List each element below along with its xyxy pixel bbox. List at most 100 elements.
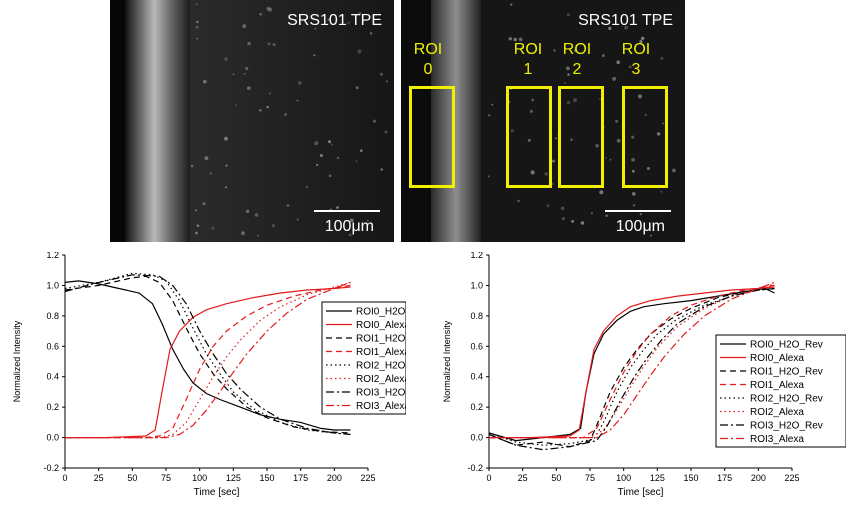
cell-speckle (564, 82, 566, 84)
cell-speckle (195, 25, 199, 29)
y-tick-label: 0.0 (46, 433, 59, 443)
cell-speckle (269, 92, 272, 95)
cell-speckle (631, 135, 635, 139)
legend-label: ROI2_H2O_Rev (750, 394, 823, 405)
micrograph-left: SRS101 TPE 100μm (110, 0, 394, 242)
cell-speckle (567, 73, 570, 76)
x-tick-label: 150 (683, 473, 698, 483)
cell-speckle (566, 66, 570, 71)
scale-bar (314, 210, 380, 212)
legend-label: ROI3_H2O (356, 388, 406, 399)
cell-speckle (632, 204, 636, 207)
y-tick-label: -0.2 (43, 463, 59, 473)
x-axis-label: Time [sec] (194, 487, 240, 498)
micrograph-left-image (110, 0, 394, 242)
legend-label: ROI1_H2O_Rev (750, 367, 823, 378)
cell-speckle (266, 105, 269, 109)
roi-label-number: 2 (572, 61, 582, 78)
cell-speckle (247, 41, 251, 46)
cell-speckle (656, 132, 661, 136)
roi-label-1: ROI 1 (506, 40, 550, 80)
cell-speckle (566, 100, 571, 105)
y-tick-label: 1.0 (46, 280, 59, 290)
legend-box (715, 334, 846, 448)
legend-label: ROI0_H2O (356, 307, 406, 318)
cell-speckle (243, 72, 246, 75)
cell-speckle (616, 60, 620, 64)
cell-speckle (330, 143, 333, 146)
cell-speckle (211, 226, 215, 230)
cell-speckle (196, 20, 199, 24)
cell-speckle (555, 137, 558, 140)
cell-speckle (347, 21, 350, 25)
legend-label: ROI3_Alexa (750, 434, 804, 445)
cell-speckle (605, 157, 607, 159)
y-tick-label: 0.8 (470, 311, 483, 321)
cell-speckle (672, 168, 676, 173)
cell-speckle (319, 153, 323, 158)
series-line-ROI2_H2O (64, 272, 351, 436)
cell-speckle (348, 233, 352, 237)
series-line-ROI0_H2O (64, 280, 351, 431)
cell-speckle (612, 76, 617, 81)
cell-speckle (510, 129, 514, 133)
cell-speckle (608, 26, 612, 30)
y-tick-label: 0.6 (46, 341, 59, 351)
y-tick-label: 0.8 (46, 311, 59, 321)
legend-label: ROI3_Alexa (356, 401, 406, 412)
roi-box-1 (506, 86, 552, 188)
x-tick-label: 50 (127, 473, 137, 483)
x-tick-label: 200 (327, 473, 342, 483)
cell-speckle (296, 218, 299, 221)
cell-speckle (518, 37, 523, 42)
y-tick-label: 0.4 (470, 372, 483, 382)
cell-speckle (267, 42, 271, 46)
cell-speckle (305, 185, 309, 189)
cell-speckle (380, 168, 384, 171)
cell-speckle (328, 140, 331, 144)
series-line-ROI3_H2O (64, 274, 351, 436)
cell-speckle (609, 158, 612, 161)
cell-speckle (660, 56, 664, 60)
cell-speckle (646, 167, 650, 170)
y-tick-label: 0.2 (470, 402, 483, 412)
cell-speckle (529, 109, 533, 113)
cell-speckle (508, 37, 512, 41)
legend-label: ROI3_H2O_Rev (750, 421, 823, 432)
roi-label-word: ROI (621, 41, 651, 58)
cell-speckle (599, 98, 601, 101)
legend-label: ROI0_Alexa (356, 320, 406, 331)
cell-speckle (209, 172, 212, 175)
cell-speckle (631, 169, 635, 173)
cell-speckle (546, 204, 550, 208)
cell-speckle (615, 119, 619, 123)
cell-speckle (640, 36, 645, 41)
cell-speckle (355, 160, 358, 162)
cell-speckle (203, 79, 207, 84)
roi-label-number: 0 (423, 61, 433, 78)
cell-speckle (245, 209, 250, 213)
legend-label: ROI1_Alexa (356, 347, 406, 358)
cell-speckle (574, 48, 578, 53)
cell-speckle (196, 37, 199, 40)
cell-speckle (562, 217, 565, 221)
y-tick-label: 1.0 (470, 280, 483, 290)
cell-speckle (655, 16, 659, 20)
x-tick-label: 75 (585, 473, 595, 483)
roi-label-number: 3 (631, 61, 641, 78)
series-line-ROI0_H2O_Rev (488, 287, 775, 442)
cell-speckle (286, 204, 290, 207)
cell-speckle (194, 209, 197, 212)
series-line-ROI2_Alexa (489, 283, 775, 439)
cell-speckle (224, 136, 228, 141)
legend-label: ROI0_Alexa (750, 353, 804, 364)
cell-speckle (637, 94, 643, 99)
cell-speckle (266, 6, 271, 11)
series-line-ROI3_Alexa (489, 281, 775, 439)
cell-speckle (521, 46, 524, 50)
legend: ROI0_H2O ROI0_Alexa ROI1_H2O ROI1_Alexa ROI2… (321, 301, 406, 415)
cell-speckle (487, 175, 490, 178)
cell-speckle (580, 221, 585, 225)
roi-label-0: ROI 0 (406, 40, 450, 80)
y-axis-label: Normalized Intensity (12, 320, 22, 402)
